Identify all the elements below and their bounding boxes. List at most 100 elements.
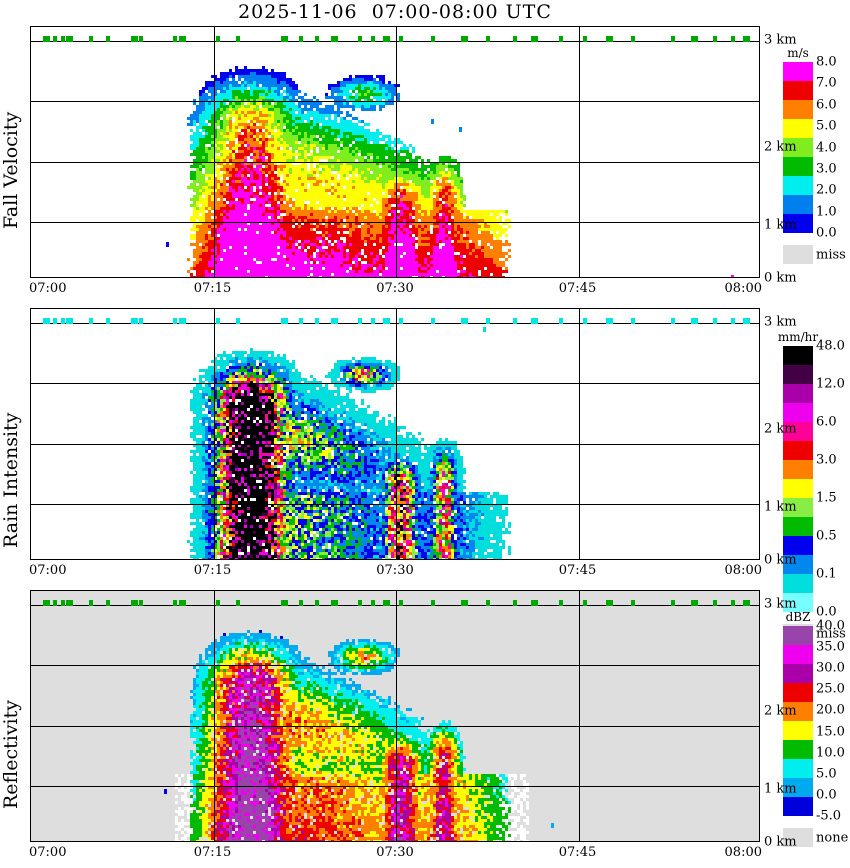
gridline-vertical — [396, 309, 397, 559]
cloud-top-marker — [358, 36, 362, 42]
cloud-top-marker — [371, 36, 375, 42]
cloud-top-marker — [43, 318, 50, 324]
y-axis-tick-label: 1 km — [764, 500, 797, 515]
colorbar-tick-label: 40.0 — [816, 619, 845, 634]
cloud-top-marker — [89, 600, 93, 606]
cloud-top-marker — [606, 600, 613, 606]
panel-reflectivity[interactable] — [30, 590, 760, 842]
cloud-top-marker — [43, 600, 50, 606]
colorbar-swatch — [783, 479, 813, 498]
colorbar-tick-label: 30.0 — [816, 661, 845, 676]
cloud-top-marker — [731, 36, 735, 42]
colorbar-swatch — [783, 157, 813, 176]
cloud-top-marker — [281, 318, 288, 324]
colorbar-tick-label: 10.0 — [816, 745, 845, 760]
colorbar-swatch — [783, 683, 813, 702]
cloud-top-marker — [131, 318, 138, 324]
colorbar-tick-label: 5.0 — [816, 119, 837, 134]
colorbar-swatch — [783, 664, 813, 683]
y-axis-tick-label: 3 km — [764, 596, 797, 611]
cloud-top-marker — [559, 600, 563, 606]
x-axis-tick-label: 07:15 — [194, 563, 231, 578]
cloud-top-marker — [179, 36, 186, 42]
y-axis-tick-label: 1 km — [764, 782, 797, 797]
gridline-vertical — [214, 27, 215, 277]
cloud-top-marker — [61, 36, 65, 42]
gridline-vertical — [579, 591, 580, 841]
cloud-top-marker — [53, 600, 57, 606]
x-axis-tick-label: 07:15 — [194, 845, 231, 860]
colorbar-swatch — [783, 441, 813, 460]
cloud-top-marker — [671, 318, 675, 324]
x-axis-tick-label: 07:30 — [376, 563, 413, 578]
colorbar-tick-label: 8.0 — [816, 55, 837, 70]
gridline-horizontal — [31, 665, 759, 666]
cloud-top-marker — [583, 318, 587, 324]
colorbar-unit-label: mm/hr — [778, 330, 818, 344]
colorbar-tick-label: 0.0 — [816, 226, 837, 241]
colorbar-swatch — [783, 62, 813, 81]
cloud-top-marker — [486, 600, 490, 606]
cloud-top-marker — [691, 36, 698, 42]
cloud-top-marker — [606, 36, 613, 42]
cloud-top-marker — [713, 318, 717, 324]
colorbar-tick-label: 1.0 — [816, 204, 837, 219]
x-axis-tick-label: 07:30 — [376, 281, 413, 296]
cloud-top-marker — [399, 600, 403, 606]
cloud-top-marker — [691, 318, 698, 324]
cloud-top-marker — [236, 36, 240, 42]
cloud-top-marker — [299, 318, 303, 324]
x-axis-tick-label: 07:00 — [29, 845, 66, 860]
x-axis-tick-label: 07:30 — [376, 845, 413, 860]
gridline-horizontal — [31, 162, 759, 163]
cloud-top-marker — [531, 36, 538, 42]
x-axis-tick-label: 07:45 — [559, 845, 596, 860]
cloud-top-marker — [486, 36, 490, 42]
cloud-top-marker — [559, 36, 563, 42]
cloud-top-marker — [731, 318, 735, 324]
cloud-top-marker — [431, 318, 435, 324]
cloud-top-marker — [671, 36, 675, 42]
colorbar-swatch — [783, 403, 813, 422]
colorbar-tick-label: 4.0 — [816, 140, 837, 155]
cloud-top-marker — [431, 36, 435, 42]
cloud-top-marker — [216, 318, 220, 324]
cloud-top-marker — [583, 600, 587, 606]
cloud-top-marker — [631, 36, 635, 42]
colorbar-tick-label: 7.0 — [816, 76, 837, 91]
x-axis-tick-label: 08:00 — [725, 845, 762, 860]
cloud-top-marker — [513, 36, 517, 42]
y-axis-tick-label: 0 km — [764, 553, 797, 568]
colorbar-tick-label: 12.0 — [816, 377, 845, 392]
isolated-echo-pixel — [579, 277, 582, 278]
cloud-top-marker — [139, 600, 143, 606]
cloud-top-marker — [61, 600, 65, 606]
cloud-top-marker — [743, 318, 750, 324]
cloud-top-marker — [106, 600, 110, 606]
cloud-top-marker — [691, 600, 698, 606]
cloud-top-marker — [53, 36, 57, 42]
x-axis-tick-label: 07:45 — [559, 281, 596, 296]
cloud-top-marker — [281, 600, 288, 606]
panel-rain-intensity[interactable] — [30, 308, 760, 560]
colorbar-swatch — [783, 759, 813, 778]
colorbar-tick-label: 0.0 — [816, 605, 837, 620]
colorbar-missing-label: none — [816, 830, 848, 845]
cloud-top-marker — [236, 600, 240, 606]
cloud-top-marker — [531, 318, 538, 324]
colorbar-tick-label: 15.0 — [816, 724, 845, 739]
cloud-top-marker — [631, 318, 635, 324]
cloud-top-marker — [106, 318, 110, 324]
cloud-top-marker — [743, 36, 750, 42]
cloud-top-marker — [179, 600, 186, 606]
colorbar-tick-label: 1.5 — [816, 491, 837, 506]
page-title: 2025-11-06 07:00-08:00 UTC — [0, 1, 790, 23]
gridline-horizontal — [31, 786, 759, 787]
cloud-top-marker — [743, 600, 750, 606]
panel-fall-velocity[interactable] — [30, 26, 760, 278]
cloud-top-marker — [371, 318, 375, 324]
cloud-top-marker — [461, 318, 468, 324]
x-axis-tick-label: 07:45 — [559, 563, 596, 578]
gridline-horizontal — [31, 383, 759, 384]
cloud-top-marker — [61, 318, 65, 324]
